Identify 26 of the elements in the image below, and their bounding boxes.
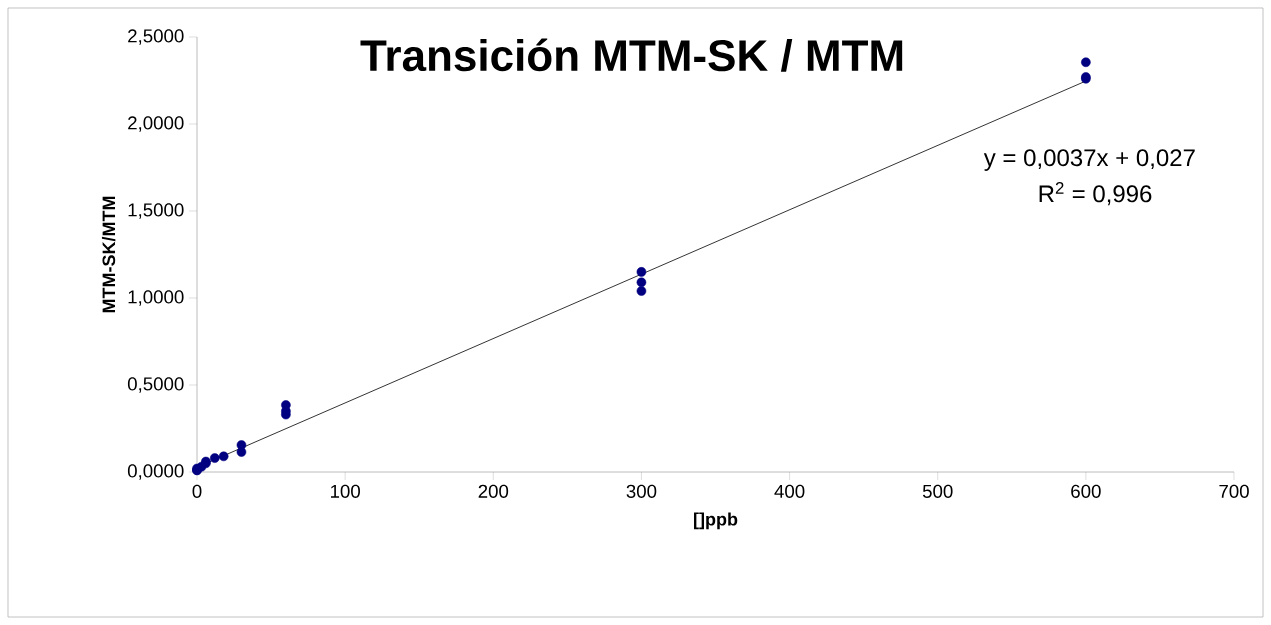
x-tick-label: 200: [478, 484, 509, 498]
point: [236, 447, 247, 457]
point: [636, 277, 647, 288]
chart-title: Transición MTM-SK / MTM: [360, 38, 903, 72]
x-tick-label: 700: [1219, 484, 1249, 498]
x-axis-title: []ppb: [694, 512, 738, 530]
point: [1081, 57, 1091, 68]
point: [636, 286, 647, 296]
y-tick-label: 2,0000: [128, 116, 184, 132]
y-tick-label: 2,5000: [128, 29, 184, 45]
annotation: y = 0,0037x + 0,027: [983, 149, 1195, 171]
annotation: R$^{2}$ = 0,996: [1039, 182, 1152, 206]
y-axis-title: MTM-SK/MTM: [101, 196, 116, 313]
y-tick-label: 0,5000: [127, 377, 184, 393]
point: [218, 451, 229, 462]
x-tick-label: 0: [192, 484, 202, 498]
x-tick-label: 500: [922, 484, 953, 498]
point: [209, 453, 220, 463]
x-tick-label: 400: [774, 484, 805, 498]
x-tick-label: 300: [626, 484, 657, 498]
point: [636, 267, 647, 277]
y-tick-label: 1,0000: [128, 290, 184, 306]
x-tick-label: 100: [330, 484, 360, 498]
y-tick-label: 1,5000: [128, 203, 184, 219]
y-tick-label: 0,0000: [127, 464, 184, 480]
x-tick-label: 600: [1071, 484, 1101, 498]
